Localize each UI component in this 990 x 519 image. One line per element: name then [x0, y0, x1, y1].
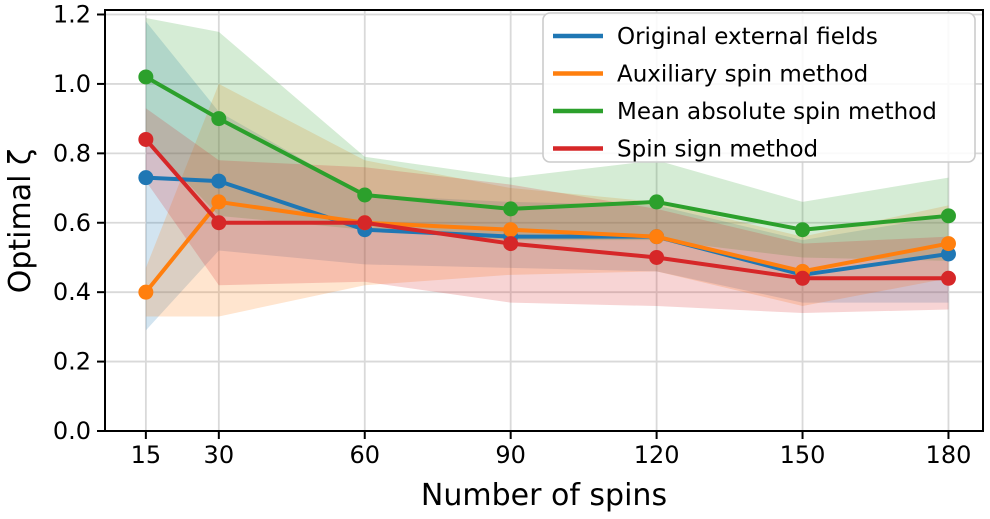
x-tick-label: 90	[495, 441, 526, 469]
data-point	[211, 194, 227, 210]
data-point	[357, 215, 373, 231]
data-point	[211, 215, 227, 231]
x-axis-label: Number of spins	[421, 478, 667, 513]
series-layer	[138, 69, 956, 300]
data-point	[940, 246, 956, 262]
y-tick-label: 1.0	[53, 70, 91, 98]
x-tick-label: 30	[204, 441, 235, 469]
data-point	[503, 222, 519, 238]
x-tick-label: 150	[780, 441, 826, 469]
data-point	[138, 284, 154, 300]
data-point	[795, 270, 811, 286]
legend-label: Mean absolute spin method	[617, 99, 937, 125]
data-point	[649, 194, 665, 210]
data-point	[940, 208, 956, 224]
data-point	[503, 201, 519, 217]
data-point	[649, 249, 665, 265]
x-tick-label: 180	[926, 441, 972, 469]
y-tick-label: 1.2	[53, 1, 91, 29]
ticks-layer: 15 30 60 90 120 150 180 0.0 0.2 0.4 0.6 0.8 1.0 1.2	[53, 1, 972, 469]
confidence-band	[145, 21, 949, 331]
data-point	[211, 173, 227, 189]
y-tick-label: 0.0	[53, 417, 91, 445]
data-point	[795, 222, 811, 238]
legend-box	[542, 12, 976, 163]
axis-spine	[104, 9, 984, 432]
x-tick-label: 120	[634, 441, 680, 469]
data-point	[357, 187, 373, 203]
legend-label: Auxiliary spin method	[617, 62, 868, 88]
data-point	[138, 131, 154, 147]
data-point	[649, 229, 665, 245]
data-point	[138, 170, 154, 186]
x-tick-label: 15	[131, 441, 162, 469]
data-point	[940, 236, 956, 252]
data-point	[211, 111, 227, 127]
y-tick-label: 0.2	[53, 348, 91, 376]
x-tick-label: 60	[349, 441, 380, 469]
y-axis-label: Optimal ζ	[3, 149, 38, 294]
data-point	[138, 69, 154, 85]
y-tick-label: 0.8	[53, 139, 91, 167]
data-point	[940, 270, 956, 286]
legend: Original external fields Auxiliary spin m…	[542, 12, 976, 163]
legend-label: Spin sign method	[617, 137, 818, 163]
y-tick-label: 0.6	[53, 209, 91, 237]
legend-label: Original external fields	[617, 24, 878, 50]
axes-spines	[104, 9, 984, 432]
y-tick-label: 0.4	[53, 278, 91, 306]
data-point	[503, 236, 519, 252]
confidence-band	[145, 17, 949, 261]
